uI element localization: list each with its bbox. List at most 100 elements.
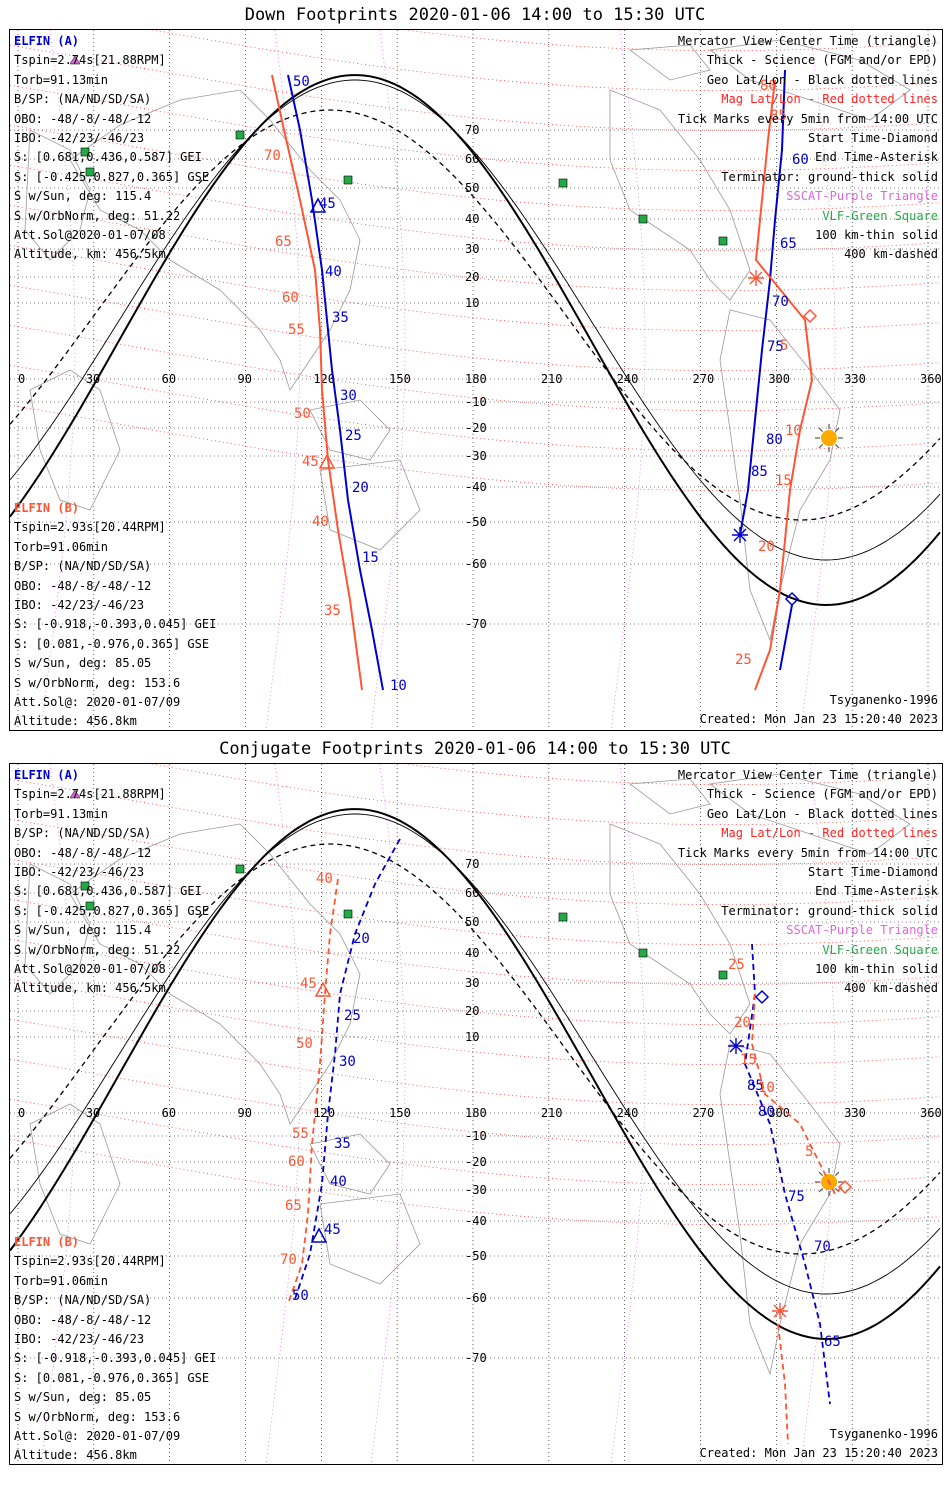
legend-line: Start Time-Diamond	[807, 865, 938, 880]
lat-tick-label: -30	[465, 1183, 487, 1197]
sun-ray	[834, 1171, 840, 1177]
sscat-triangle	[69, 55, 81, 65]
lon-tick-label: 90	[238, 1106, 252, 1120]
elfin-b-line: IBO: -42/23/-46/23	[14, 598, 145, 613]
elfin-a-line: B/SP: (NA/ND/SD/SA)	[14, 92, 152, 107]
elfin-b-track-segment	[777, 1323, 789, 1445]
elfin-b-tick-label: 25	[735, 652, 752, 668]
elfin-a-tick-label: 25	[345, 428, 362, 444]
lat-tick-label: -10	[465, 1129, 487, 1143]
lat-tick-label: 40	[465, 212, 479, 226]
elfin-b-tick-label: 25	[728, 957, 745, 973]
elfin-a-tick-label: 50	[292, 1288, 309, 1304]
elfin-b-tick-label: 45	[300, 976, 317, 992]
elfin-a-track-west	[287, 74, 384, 691]
elfin-a-tick-label: 40	[330, 1174, 347, 1190]
elfin-a-tick-label: 30	[339, 1054, 356, 1070]
sun-ray	[818, 443, 824, 449]
elfin-b-header: ELFIN (B)	[14, 501, 80, 515]
elfin-a-tick-label: 45	[319, 196, 336, 212]
lat-tick-label: 10	[465, 296, 479, 310]
lon-tick-label: 60	[162, 372, 176, 386]
elfin-b-track-west	[271, 74, 363, 691]
elfin-b-line: Att.Sol@: 2020-01-07/09	[14, 695, 181, 710]
elfin-b-tick-label: 70	[280, 1252, 297, 1268]
model-label: Tsyganenko-1996	[829, 1427, 938, 1441]
vlf-station	[558, 178, 568, 188]
legend-line: 100 km-thin solid	[815, 962, 938, 977]
elfin-b-line: S w/Sun, deg: 85.05	[14, 656, 152, 671]
elfin-b-line: Torb=91.06min	[14, 539, 108, 554]
elfin-a-tick-label: 85	[751, 464, 768, 480]
elfin-a-line: S: [-0.425,0.827,0.365] GSE	[14, 169, 210, 184]
sun-disc	[821, 430, 837, 446]
lat-tick-label: -20	[465, 421, 487, 435]
elfin-b-tick-label: 80	[760, 78, 777, 94]
elfin-a-line: Altitude, km: 456.5km	[14, 247, 166, 262]
elfin-b-line: S: [0.081,-0.976,0.365] GSE	[14, 636, 210, 651]
vlf-station	[718, 236, 728, 246]
elfin-a-info: ELFIN (A) Tspin=2.74s[21.88RPM] Torb=91.…	[14, 766, 209, 999]
coastline	[319, 459, 421, 551]
lat-tick-label: -40	[465, 480, 487, 494]
elfin-a-start-diamond	[754, 989, 770, 1005]
coastline	[708, 773, 911, 855]
elfin-b-tick-label: 50	[294, 406, 311, 422]
elfin-a-line: B/SP: (NA/ND/SD/SA)	[14, 826, 152, 841]
lat-tick-label: 20	[465, 1004, 479, 1018]
coastline	[69, 89, 361, 391]
vlf-station	[80, 147, 90, 157]
sun-marker	[815, 424, 843, 452]
elfin-b-tick-label: 55	[288, 322, 305, 338]
legend-line: Terminator: ground-thick solid	[721, 169, 938, 184]
lat-tick-label: 20	[465, 270, 479, 284]
vlf-station	[80, 881, 90, 891]
coastline	[609, 823, 751, 1035]
elfin-a-line: S w/Sun, deg: 115.4	[14, 189, 152, 204]
elfin-a-line: Torb=91.13min	[14, 806, 108, 821]
elfin-b-start-diamond	[802, 308, 818, 324]
elfin-a-tick-label: 70	[814, 1239, 831, 1255]
elfin-a-line: Att.Sol@2020-01-07/08	[14, 228, 166, 243]
created-label: Created: Mon Jan 23 15:20:40 2023	[699, 712, 938, 726]
mag-latitude-line	[10, 1138, 941, 1225]
lon-tick-label: 210	[541, 1106, 563, 1120]
legend: Mercator View Center Time (triangle) Thi…	[678, 32, 938, 265]
elfin-b-line: Tspin=2.93s[20.44RPM]	[14, 1254, 166, 1269]
sun-ray	[818, 427, 824, 433]
lon-tick-label: 60	[162, 1106, 176, 1120]
terminator-400km	[10, 843, 941, 1255]
elfin-b-tick-label: 40	[312, 514, 329, 530]
elfin-b-view-triangle	[314, 981, 332, 997]
coastline	[708, 39, 911, 121]
elfin-b-view-triangle	[318, 453, 336, 469]
elfin-a-end-asterisk	[728, 1038, 744, 1054]
coastline	[628, 778, 711, 815]
coastline	[319, 1193, 421, 1285]
elfin-b-line: Torb=91.06min	[14, 1273, 108, 1288]
elfin-b-tick-label: 10	[758, 1080, 775, 1096]
lon-tick-label: 150	[389, 1106, 411, 1120]
terminator-ground	[10, 808, 941, 1341]
vlf-station	[235, 130, 245, 140]
legend-line: Mag Lat/Lon - Red dotted lines	[721, 826, 938, 841]
lat-tick-label: -60	[465, 557, 487, 571]
vlf-station	[638, 948, 648, 958]
elfin-b-tick-label: 20	[758, 539, 775, 555]
coastline	[309, 1133, 391, 1195]
vlf-station	[343, 175, 353, 185]
map-canvas: 0 30 60 90 120 150 180 210 240 270 300 330 360706050…	[10, 764, 942, 1464]
elfin-a-tick-label: 15	[362, 550, 379, 566]
legend-line: Tick Marks every 5min from 14:00 UTC	[677, 111, 938, 126]
elfin-a-line: OBO: -48/-8/-48/-12	[14, 845, 152, 860]
coastline	[24, 863, 91, 995]
elfin-a-tick-label: 80	[766, 432, 783, 448]
elfin-a-line: Att.Sol@2020-01-07/08	[14, 962, 166, 977]
sun-ray	[818, 1171, 824, 1177]
elfin-a-tick-label: 40	[325, 264, 342, 280]
elfin-a-tick-label: 20	[352, 480, 369, 496]
lat-tick-label: 70	[465, 123, 479, 137]
legend-line: Start Time-Diamond	[807, 131, 938, 146]
elfin-a-line: IBO: -42/23/-46/23	[14, 131, 145, 146]
elfin-a-tick-label: 20	[353, 931, 370, 947]
